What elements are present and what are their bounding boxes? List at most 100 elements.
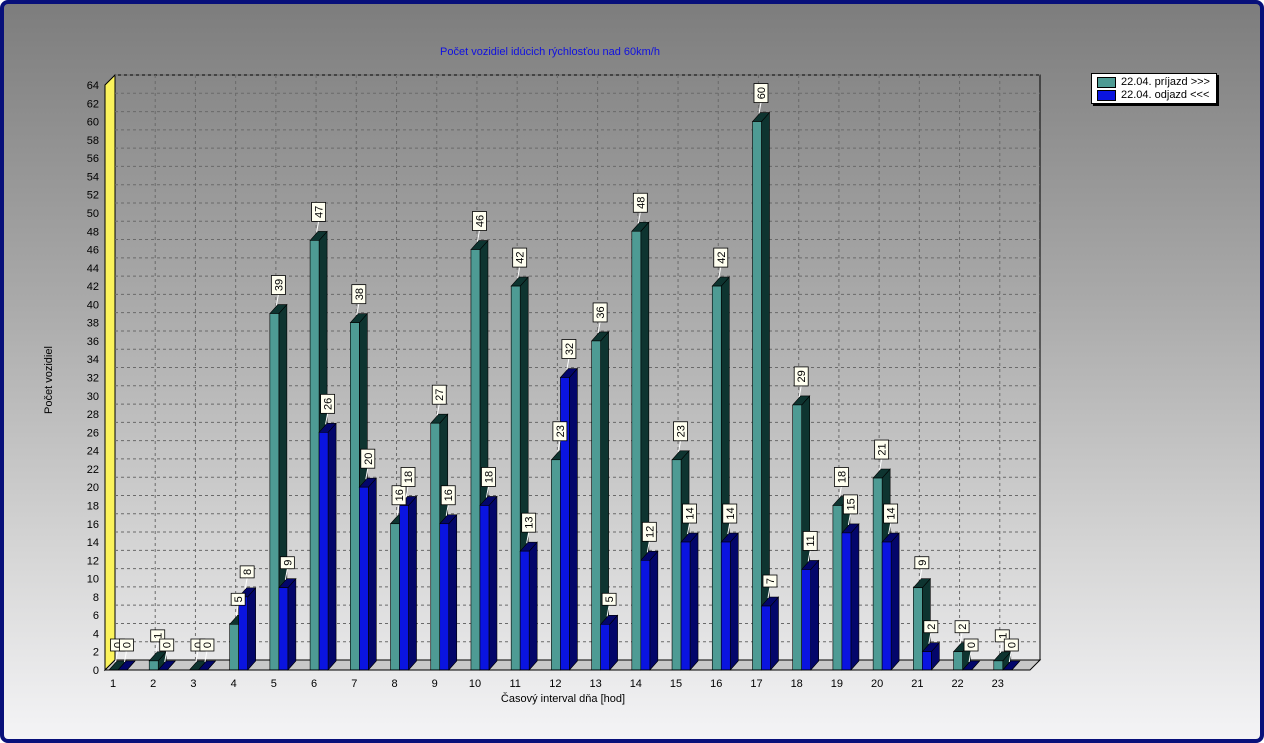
bar-odjazd: [318, 422, 337, 671]
data-label: 26: [320, 393, 335, 425]
data-label-leader: [888, 522, 892, 535]
data-label-text: 48: [635, 197, 647, 209]
y-tick-label: 52: [87, 190, 99, 202]
data-label-leader: [968, 650, 972, 663]
data-label-box: [431, 384, 447, 405]
x-tick-label: 15: [670, 678, 682, 690]
data-label-box: [400, 467, 416, 487]
data-label-leader: [838, 486, 842, 498]
data-label: 16: [440, 485, 456, 516]
bar-prijazd-front: [631, 230, 642, 671]
y-tick-label: 40: [87, 299, 99, 311]
data-label: 48: [632, 192, 648, 224]
data-label: 42: [512, 247, 528, 279]
data-label: 38: [351, 284, 367, 315]
data-label: 9: [914, 556, 930, 580]
data-label-text: 9: [282, 560, 294, 566]
legend-swatch-odjazd: [1097, 89, 1116, 101]
y-tick-label: 26: [87, 427, 99, 439]
bar-odjazd-side: [729, 532, 739, 671]
data-label-leader: [597, 321, 601, 334]
bar-odjazd-front: [359, 486, 369, 671]
bar-odjazd-front: [318, 432, 329, 671]
data-label-leader: [325, 413, 329, 425]
chart-title: Počet vozidiel idúcich rýchlosťou nad 60…: [440, 46, 660, 58]
data-label: 23: [552, 421, 568, 452]
data-label-leader: [124, 650, 127, 663]
data-label-leader: [155, 641, 159, 653]
y-tick-label: 22: [87, 464, 99, 476]
data-label: 5: [601, 592, 617, 617]
bar-odjazd-side: [689, 532, 699, 671]
x-tick-label: 12: [549, 678, 561, 690]
bar-odjazd: [841, 523, 860, 671]
data-label: 15: [843, 494, 858, 525]
data-label-leader: [356, 303, 360, 315]
bar-odjazd: [760, 596, 780, 671]
bar-odjazd: [358, 477, 377, 671]
data-label: 20: [360, 448, 376, 480]
bar-odjazd-front: [841, 532, 852, 671]
data-label: 8: [239, 565, 255, 589]
y-tick-label: 54: [87, 171, 99, 183]
bar-odjazd-side: [488, 495, 498, 671]
data-label: 13: [521, 512, 537, 544]
bar-odjazd-front: [720, 541, 731, 671]
data-label: 36: [592, 302, 608, 334]
data-label-text: 0: [113, 642, 125, 648]
bar-odjazd-front: [922, 651, 932, 671]
data-label-text: 46: [474, 215, 486, 227]
bar-prijazd-front: [229, 623, 239, 671]
data-label-text: 8: [242, 569, 254, 575]
y-tick-label: 34: [87, 354, 99, 366]
data-label-box: [673, 421, 688, 442]
x-tick-label: 22: [951, 678, 963, 690]
bar-odjazd-front: [238, 596, 248, 671]
y-tick-label: 60: [87, 117, 99, 129]
bar-prijazd-front: [913, 587, 923, 671]
y-tick-label: 58: [87, 135, 99, 147]
bar-prijazd-front: [872, 477, 883, 671]
data-label-leader: [566, 358, 570, 370]
legend-item-prijazd: 22.04. príjazd >>>: [1097, 76, 1210, 89]
data-label-box: [512, 247, 528, 268]
data-label-text: 2: [957, 624, 969, 630]
bar-odjazd-side: [368, 477, 377, 671]
data-label: 2: [954, 620, 970, 644]
y-tick-label: 32: [87, 373, 99, 385]
data-label-text: 14: [725, 507, 737, 519]
x-tick-label: 8: [391, 678, 397, 690]
y-tick-label: 30: [87, 391, 99, 403]
bar-odjazd: [921, 641, 941, 671]
data-label-box: [159, 638, 175, 652]
data-label-text: 47: [314, 206, 326, 218]
data-label-leader: [646, 541, 650, 553]
data-label-text: 5: [604, 596, 616, 602]
data-label-box: [843, 494, 858, 515]
data-label-leader: [959, 632, 963, 644]
data-label-text: 13: [524, 517, 536, 529]
data-label-box: [440, 485, 456, 506]
data-label-box: [834, 467, 849, 487]
y-tick-label: 28: [87, 409, 99, 421]
data-label-leader: [204, 650, 208, 663]
data-label: 11: [802, 531, 818, 562]
data-label: 18: [834, 467, 849, 498]
x-tick-label: 11: [509, 678, 520, 690]
data-label-leader: [396, 504, 400, 516]
data-label-leader: [445, 504, 449, 516]
legend-label-odjazd: 22.04. odjazd <<<: [1121, 89, 1210, 101]
bar-odjazd: [398, 495, 418, 671]
data-label-box: [641, 521, 657, 542]
y-axis-title: Počet vozidiel: [43, 346, 55, 414]
data-label-text: 14: [685, 507, 697, 519]
data-label-box: [320, 393, 335, 414]
data-label-leader: [405, 486, 409, 498]
y-tick-label: 36: [87, 336, 99, 348]
x-tick-label: 9: [432, 678, 438, 690]
data-label-text: 14: [886, 507, 898, 519]
data-label-text: 39: [273, 279, 285, 291]
data-label: 5: [230, 592, 246, 617]
bar-odjazd-side: [287, 577, 297, 671]
bar-prijazd-front: [390, 523, 400, 671]
